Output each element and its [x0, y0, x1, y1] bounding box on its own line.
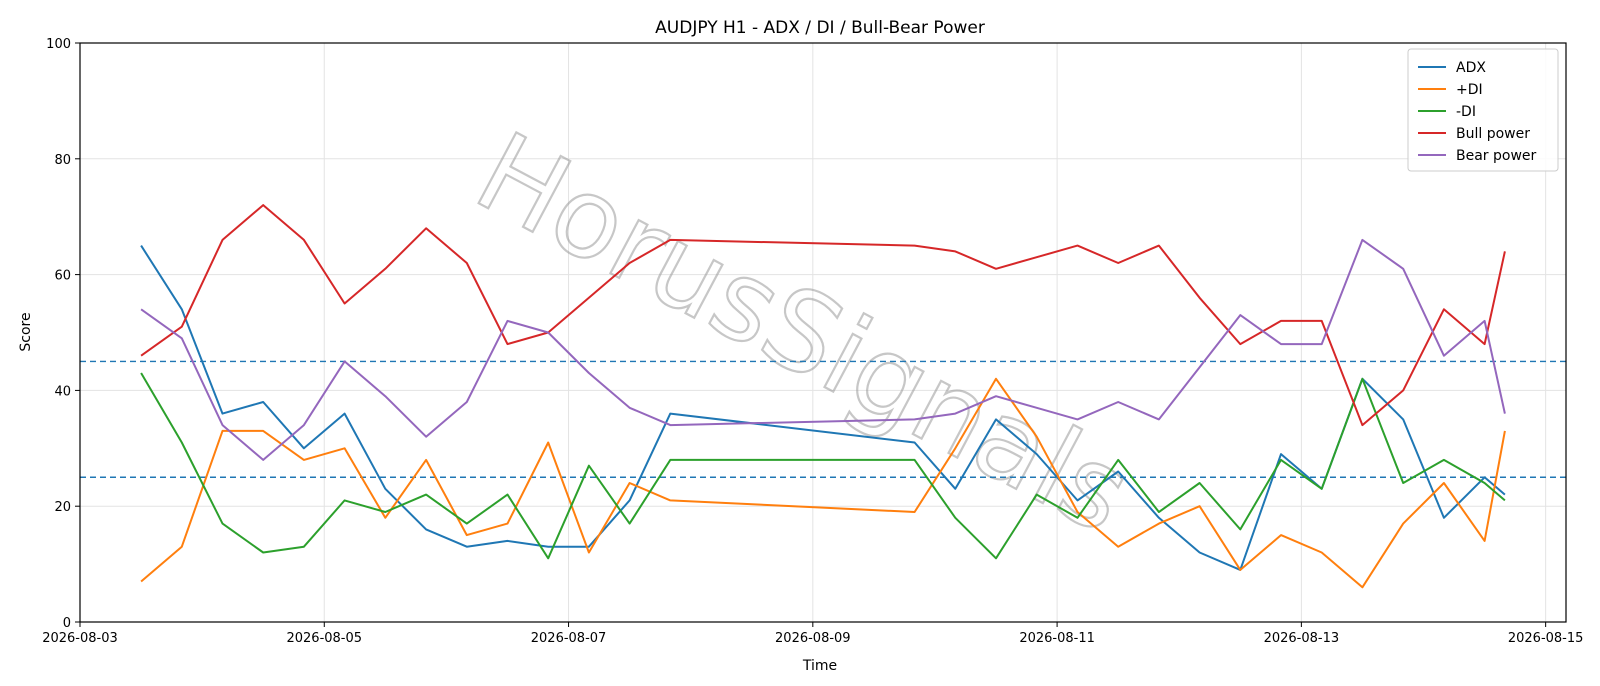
y-tick-label: 40: [54, 384, 71, 399]
legend-label: Bear power: [1456, 148, 1537, 164]
y-tick-label: 80: [54, 153, 71, 168]
y-axis-ticks: 0 20 40 60 80 100: [46, 37, 80, 631]
x-axis-label: Time: [802, 658, 837, 674]
series-line-di: [140, 372, 1506, 560]
x-tick-label: 2026-08-05: [286, 631, 362, 646]
series-layer: [140, 204, 1506, 589]
legend-label: -DI: [1456, 104, 1476, 120]
series-line-bull-power: [140, 204, 1506, 427]
y-tick-label: 60: [54, 269, 71, 284]
x-tick-label: 2026-08-13: [1264, 631, 1340, 646]
y-tick-label: 0: [63, 616, 71, 631]
legend-label: ADX: [1456, 60, 1486, 76]
chart-title: AUDJPY H1 - ADX / DI / Bull-Bear Power: [655, 18, 985, 38]
plot-frame: [79, 42, 1567, 623]
x-tick-label: 2026-08-15: [1508, 631, 1584, 646]
x-tick-label: 2026-08-07: [531, 631, 607, 646]
grid: [79, 42, 1566, 623]
legend: ADX +DI -DI Bull power Bear power: [1407, 48, 1559, 172]
legend-label: Bull power: [1456, 126, 1530, 142]
x-tick-label: 2026-08-11: [1019, 631, 1095, 646]
y-axis-label: Score: [18, 312, 34, 351]
y-tick-label: 20: [54, 500, 71, 515]
series-line-di: [140, 377, 1506, 589]
x-tick-label: 2026-08-03: [42, 631, 118, 646]
legend-label: +DI: [1456, 82, 1483, 98]
x-axis-ticks: 2026-08-03 2026-08-05 2026-08-07 2026-08-09…: [42, 622, 1583, 646]
series-line-bear-power: [140, 238, 1506, 461]
x-tick-label: 2026-08-09: [775, 631, 851, 646]
legend-box: [1407, 48, 1559, 172]
y-tick-label: 100: [46, 37, 71, 52]
reference-lines: [80, 360, 1566, 478]
